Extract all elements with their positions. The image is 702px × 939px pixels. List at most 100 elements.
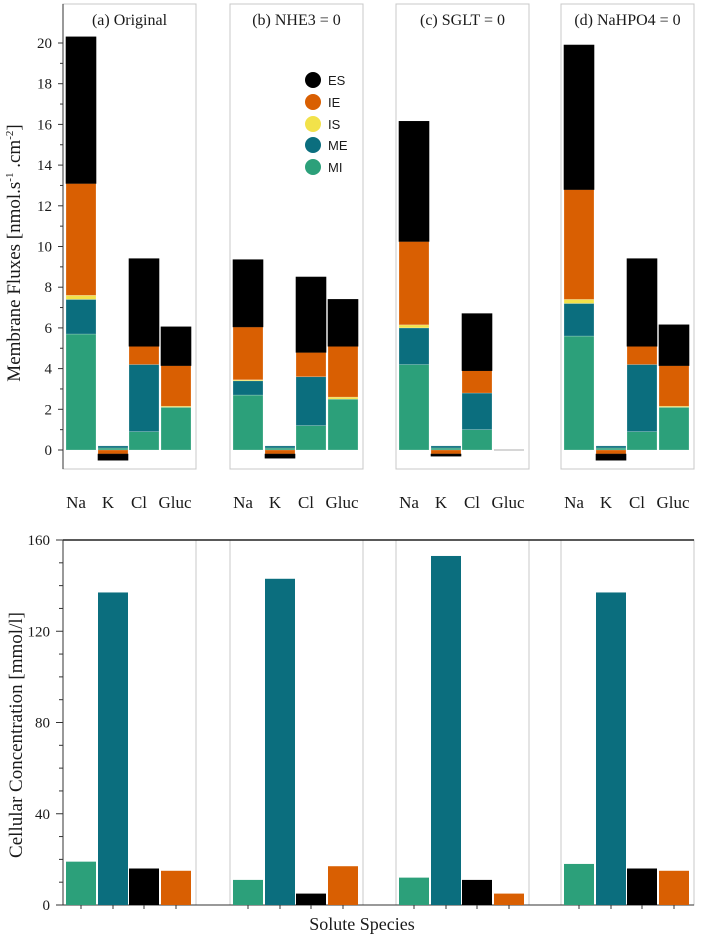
flux-bar-cl-es	[295, 276, 327, 353]
legend-label-mi: MI	[328, 160, 342, 175]
conc-y-tick-label: 0	[43, 898, 51, 914]
flux-bar-k-ie	[264, 449, 296, 455]
flux-panel-title: (c) SGLT = 0	[420, 12, 505, 29]
conc-panel-frame	[62, 539, 197, 906]
flux-bar-k-mi	[430, 447, 462, 451]
flux-bar-cl-es	[626, 258, 658, 347]
flux-y-tick-label: 6	[45, 321, 53, 337]
flux-bar-k-mi	[97, 447, 129, 451]
flux-category-label: Gluc	[656, 493, 690, 512]
flux-bar-gluc-mi	[658, 406, 690, 451]
flux-bar-k-es	[430, 453, 462, 457]
flux-bar-k-mi	[595, 447, 627, 451]
flux-category-label: Cl	[131, 493, 147, 512]
conc-bar-gluc	[161, 870, 191, 905]
conc-y-tick-label: 40	[35, 807, 50, 823]
flux-y-tick-label: 18	[37, 77, 52, 93]
flux-bar-na-es	[398, 121, 430, 242]
flux-bar-na-mi	[65, 333, 97, 451]
legend-label-me: ME	[328, 138, 348, 153]
flux-y-tick-label: 20	[37, 36, 52, 52]
flux-bar-na-me	[232, 380, 264, 396]
conc-bar-cl	[462, 879, 492, 905]
flux-bar-k-me	[430, 445, 462, 449]
flux-category-label: Na	[564, 493, 584, 512]
flux-bar-k-es	[264, 453, 296, 459]
flux-category-label: Cl	[464, 493, 480, 512]
flux-bar-na-is	[65, 295, 97, 300]
flux-category-label: K	[435, 493, 448, 512]
flux-bar-gluc-ie	[160, 365, 192, 407]
flux-bar-cl-es	[461, 313, 493, 371]
flux-bar-na-ie	[65, 183, 97, 296]
legend-label-is: IS	[328, 117, 341, 132]
flux-bar-gluc-mi	[327, 398, 359, 451]
flux-bar-na-ie	[232, 326, 264, 381]
conc-y-axis-label: Cellular Concentration [mmol/l]	[6, 612, 27, 858]
flux-category-label: Gluc	[158, 493, 192, 512]
flux-bar-na-me	[398, 327, 430, 365]
flux-y-tick-label: 12	[37, 199, 52, 215]
flux-category-label: Gluc	[491, 493, 525, 512]
flux-category-label: Cl	[298, 493, 314, 512]
conc-y-tick-label: 160	[28, 533, 51, 549]
flux-bar-k-me	[595, 445, 627, 449]
legend-marker-es	[305, 72, 321, 88]
flux-bar-cl-me	[626, 364, 658, 432]
flux-bar-cl-mi	[626, 431, 658, 451]
flux-bar-k-ie	[595, 449, 627, 455]
conc-bar-k	[596, 592, 626, 905]
flux-bar-cl-me	[461, 392, 493, 430]
flux-category-label: Na	[399, 493, 419, 512]
flux-bar-gluc-es	[327, 299, 359, 347]
conc-y-tick-label: 80	[35, 716, 50, 732]
flux-bar-cl-mi	[128, 431, 160, 451]
legend-marker-me	[305, 137, 321, 153]
flux-bar-gluc-is	[327, 396, 359, 400]
flux-bar-cl-es	[128, 258, 160, 347]
flux-panel-frame	[560, 3, 695, 470]
flux-bar-k-es	[595, 453, 627, 461]
flux-bar-cl-ie	[461, 370, 493, 394]
flux-bar-gluc-ie	[327, 345, 359, 398]
flux-bar-na-me	[65, 299, 97, 335]
flux-bar-k-es	[97, 453, 129, 461]
flux-y-tick-label: 4	[45, 362, 53, 378]
flux-bar-cl-mi	[295, 425, 327, 451]
flux-panel-title: (a) Original	[92, 12, 168, 29]
flux-bar-cl-mi	[461, 429, 493, 451]
flux-bar-na-mi	[398, 364, 430, 451]
flux-category-label: K	[102, 493, 115, 512]
flux-y-tick-label: 10	[37, 240, 52, 256]
flux-bar-gluc-mi	[160, 406, 192, 451]
flux-bar-cl-ie	[295, 352, 327, 378]
flux-y-tick-label: 16	[37, 117, 53, 133]
conc-bar-k	[431, 555, 461, 905]
flux-bar-k-me	[97, 445, 129, 449]
conc-x-axis-label: Solute Species	[309, 914, 415, 934]
flux-bar-cl-ie	[626, 345, 658, 365]
flux-category-label: Na	[233, 493, 253, 512]
flux-bar-na-es	[232, 259, 264, 328]
flux-category-label: Cl	[629, 493, 645, 512]
flux-bar-cl-me	[128, 364, 160, 432]
conc-bar-na	[233, 879, 263, 905]
conc-bar-cl	[296, 893, 326, 905]
conc-panel-frame	[560, 539, 695, 906]
legend-marker-ie	[305, 94, 321, 110]
flux-bar-gluc-es	[658, 324, 690, 366]
conc-bar-na	[399, 877, 429, 905]
flux-y-tick-label: 8	[45, 280, 53, 296]
flux-panel-title: (b) NHE3 = 0	[252, 12, 341, 29]
flux-bar-k-ie	[97, 449, 129, 455]
flux-y-tick-label: 14	[37, 158, 53, 174]
flux-bar-na-es	[563, 44, 595, 190]
conc-bar-k	[265, 578, 295, 905]
conc-y-tick-label: 120	[28, 624, 51, 640]
flux-panel-title: (d) NaHPO4 = 0	[574, 12, 680, 29]
flux-y-tick-label: 2	[45, 402, 53, 418]
flux-y-tick-label: 0	[45, 443, 53, 459]
conc-bar-gluc	[494, 893, 524, 905]
flux-bar-na-me	[563, 303, 595, 337]
